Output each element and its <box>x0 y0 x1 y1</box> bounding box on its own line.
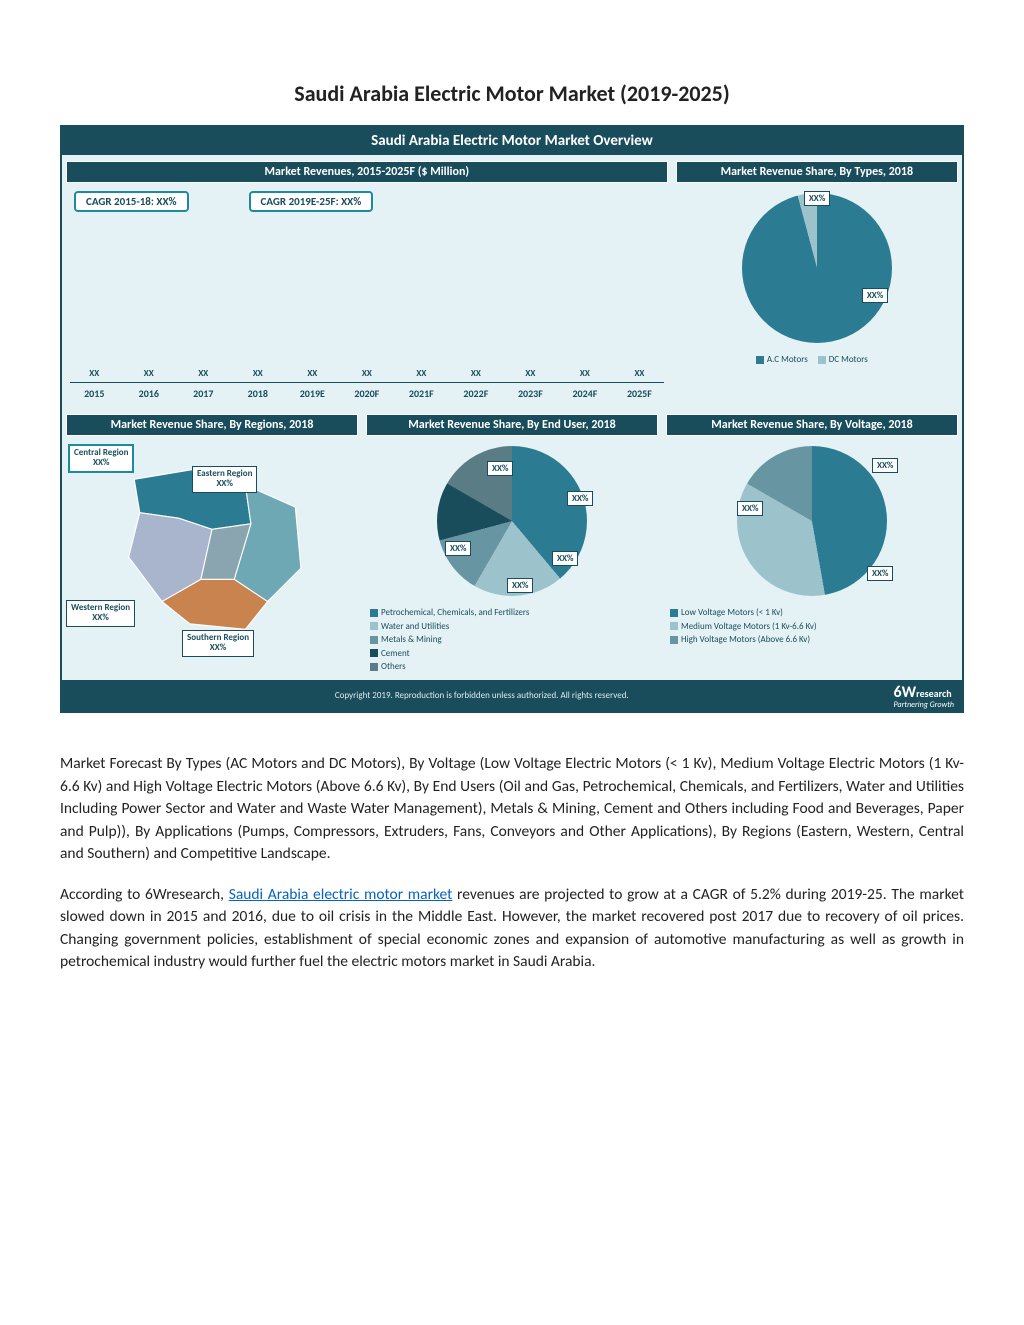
cagr-tag-1: CAGR 2015-18: XX% <box>74 191 189 212</box>
region-tag: Eastern RegionXX% <box>192 466 257 493</box>
pie-chart-enduser: XX%XX%XX%XX%XX% <box>437 446 587 596</box>
paragraph-2: According to 6Wresearch, Saudi Arabia el… <box>60 884 964 974</box>
legend-item: DC Motors <box>818 353 868 367</box>
infographic-banner: Saudi Arabia Electric Motor Market Overv… <box>62 127 962 155</box>
panel-title-enduser: Market Revenue Share, By End User, 2018 <box>366 414 658 436</box>
map-regions: Central RegionXX% Eastern RegionXX% Wester… <box>62 440 362 680</box>
xx-label: XX% <box>804 191 830 206</box>
legend-item: Water and Utilities <box>370 620 449 634</box>
xx-label: XX% <box>862 288 888 303</box>
xx-label: XX% <box>567 491 593 506</box>
legend-item: High Voltage Motors (Above 6.6 Kv) <box>670 633 810 647</box>
legend-types: A.C Motors DC Motors <box>672 347 962 371</box>
region-tag: Southern RegionXX% <box>182 630 254 657</box>
body-text: Market Forecast By Types (AC Motors and … <box>60 753 964 973</box>
legend-item: Metals & Mining <box>370 633 442 647</box>
xx-label: XX% <box>552 551 578 566</box>
legend-voltage: Low Voltage Motors (< 1 Kv)Medium Voltag… <box>662 600 962 651</box>
xx-label: XX% <box>487 461 513 476</box>
pie-chart-types: XX% XX% <box>742 193 892 343</box>
copyright-text: Copyright 2019. Reproduction is forbidde… <box>70 690 894 701</box>
pie-chart-voltage: XX%XX%XX% <box>737 446 887 596</box>
panel-title-voltage: Market Revenue Share, By Voltage, 2018 <box>666 414 958 436</box>
bar-chart: XXXXXXXXXXXXXXXXXXXXXX <box>62 212 672 382</box>
market-link[interactable]: Saudi Arabia electric motor market <box>229 885 453 904</box>
infographic-container: Saudi Arabia Electric Motor Market Overv… <box>60 125 964 713</box>
xx-label: XX% <box>867 566 893 581</box>
legend-item: Low Voltage Motors (< 1 Kv) <box>670 606 783 620</box>
infographic-footer: Copyright 2019. Reproduction is forbidde… <box>62 680 962 711</box>
xx-label: XX% <box>445 541 471 556</box>
legend-item: Cement <box>370 647 410 661</box>
logo-6w: 6Wresearch Partnering Growth <box>894 683 954 708</box>
panel-title-regions: Market Revenue Share, By Regions, 2018 <box>66 414 358 436</box>
legend-item: A.C Motors <box>756 353 808 367</box>
xx-label: XX% <box>872 458 898 473</box>
page-title: Saudi Arabia Electric Motor Market (2019… <box>60 80 964 107</box>
xx-label: XX% <box>507 578 533 593</box>
cagr-tag-2: CAGR 2019E-25F: XX% <box>249 191 374 212</box>
legend-enduser: Petrochemical, Chemicals, and Fertilizer… <box>362 600 662 678</box>
paragraph-1: Market Forecast By Types (AC Motors and … <box>60 753 964 865</box>
panel-title-revenues: Market Revenues, 2015-2025F ($ Million) <box>66 161 668 183</box>
region-tag: Central RegionXX% <box>68 444 134 473</box>
legend-item: Medium Voltage Motors (1 Kv-6.6 Kv) <box>670 620 817 634</box>
panel-title-types: Market Revenue Share, By Types, 2018 <box>676 161 958 183</box>
legend-item: Others <box>370 660 406 674</box>
xx-label: XX% <box>737 501 763 516</box>
legend-item: Petrochemical, Chemicals, and Fertilizer… <box>370 606 529 620</box>
region-tag: Western RegionXX% <box>66 600 135 627</box>
